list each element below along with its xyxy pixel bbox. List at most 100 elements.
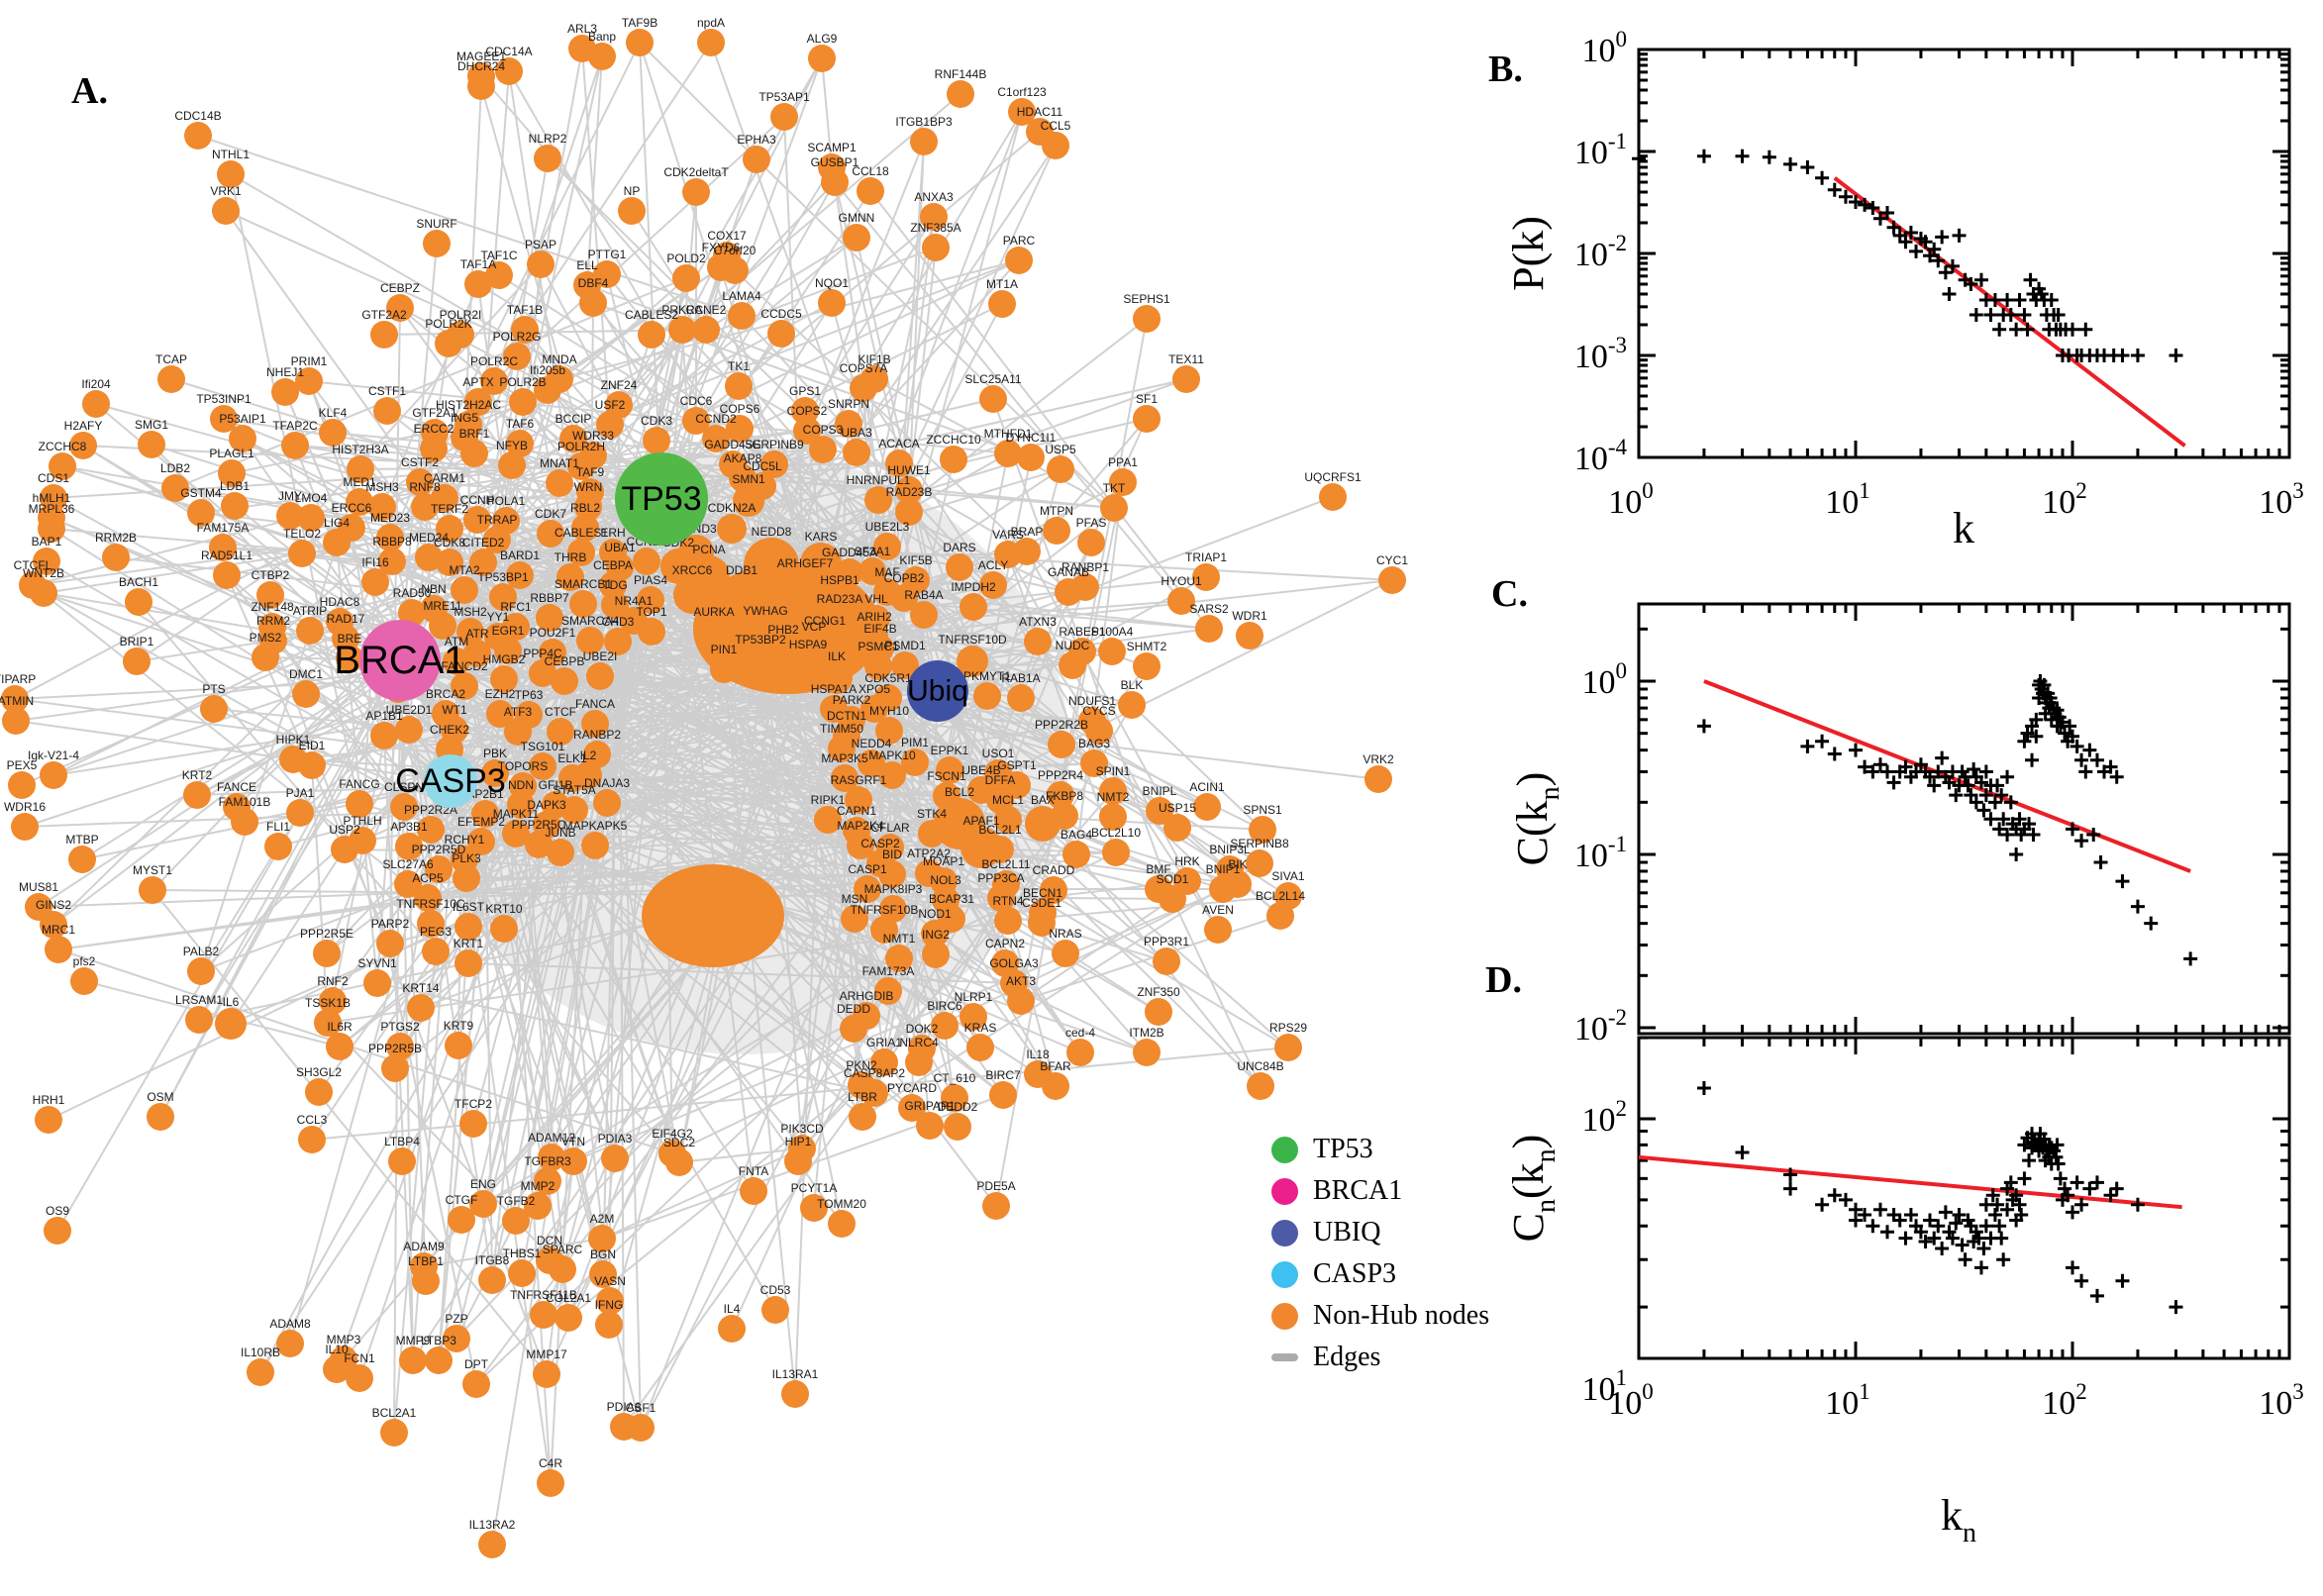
- node-label: TNFRSF10C: [396, 897, 465, 911]
- network-node: [215, 1008, 247, 1040]
- node-label: MAPKAPK5: [563, 819, 628, 833]
- node-label: UNC84B: [1237, 1059, 1283, 1073]
- node-label: IL6ST: [453, 900, 485, 914]
- node-label: BNIPL: [1143, 784, 1177, 798]
- node-label: CITED2: [462, 536, 505, 549]
- node-label: PSMD1: [884, 639, 926, 652]
- network-node: [551, 667, 578, 695]
- node-label: PLK3: [452, 851, 481, 865]
- network-node: [898, 1094, 926, 1122]
- network-node: [878, 761, 906, 789]
- node-label: GINS2: [36, 898, 71, 912]
- node-label: ITGB1BP3: [895, 115, 953, 129]
- network-node: [960, 593, 987, 621]
- network-node: [626, 29, 654, 56]
- node-label: HRH1: [33, 1093, 65, 1107]
- network-node: [394, 870, 422, 898]
- tick-labels: 100 10-1 10-2: [1574, 658, 1627, 1047]
- network-node: [305, 1078, 333, 1106]
- hub-label: Ubiq: [907, 675, 968, 708]
- node-label: ced-4: [1065, 1026, 1095, 1040]
- network-node: [726, 415, 754, 443]
- network-node: [1017, 444, 1045, 471]
- node-label: JUNB: [545, 826, 575, 840]
- node-label: DOK2: [906, 1022, 939, 1036]
- network-node: [460, 440, 488, 467]
- node-label: BCL2A1: [372, 1406, 417, 1420]
- node-label: NBN: [421, 582, 446, 596]
- node-label: GRIA1: [866, 1036, 902, 1049]
- node-label: RAD17: [327, 612, 365, 626]
- node-label: TAF9: [576, 465, 605, 479]
- node-label: TAF1A: [460, 257, 496, 271]
- network-node: [445, 1032, 472, 1059]
- node-label: RAD50: [393, 586, 432, 600]
- network-node: [363, 969, 391, 997]
- node-label: THRB: [555, 550, 587, 564]
- network-node: [793, 417, 821, 445]
- node-label: POLA1: [487, 494, 526, 508]
- legend-label: Non-Hub nodes: [1313, 1300, 1490, 1331]
- network-node: [979, 571, 1007, 599]
- axis-title: k: [1953, 504, 1974, 552]
- node-label: STK4: [917, 807, 947, 821]
- network-node: [946, 553, 973, 581]
- node-label: BNIP1: [1206, 862, 1241, 876]
- node-label: MAP3K5: [821, 751, 868, 765]
- network-node: [633, 548, 660, 575]
- network-node: [637, 586, 664, 614]
- network-node: [1040, 876, 1067, 904]
- legend-item-ubiq: UBIQ: [1271, 1212, 1489, 1253]
- network-node: [1163, 814, 1191, 842]
- network-node: [436, 515, 463, 543]
- node-label: FAM175A: [197, 521, 250, 535]
- network-node: [478, 1266, 506, 1294]
- node-label: PSMC1: [858, 640, 899, 653]
- node-label: CSTF2: [401, 455, 439, 469]
- node-label: RIPK1: [811, 793, 846, 807]
- node-label: HIPK1: [276, 733, 311, 747]
- network-node: [33, 548, 60, 575]
- tick-label: 103: [2259, 478, 2304, 521]
- network-node: [485, 261, 513, 289]
- node-label: ZNF385A: [910, 221, 960, 235]
- node-label: FAM173A: [862, 964, 915, 978]
- network-node: [702, 425, 730, 452]
- network-node: [890, 584, 918, 612]
- node-label: USP5: [1045, 443, 1076, 456]
- node-label: IL10RB: [241, 1346, 280, 1359]
- legend-item-edges: Edges: [1271, 1337, 1489, 1378]
- node-label: AP1B1: [365, 709, 403, 723]
- network-node: [478, 1531, 506, 1558]
- network-node: [1118, 691, 1146, 719]
- node-label: CAPN1: [837, 804, 876, 818]
- network-node: [560, 796, 588, 824]
- node-label: RFC1: [500, 600, 532, 614]
- node-label: TOP1: [636, 605, 666, 619]
- network-node: [506, 430, 534, 457]
- node-label: CT_610: [934, 1071, 976, 1085]
- network-node: [370, 722, 398, 749]
- node-label: EZH2: [485, 687, 516, 701]
- node-label: VARS: [992, 528, 1024, 542]
- node-label: NLRP1: [955, 990, 993, 1004]
- node-label: PTS: [202, 682, 225, 696]
- network-node: [957, 646, 988, 677]
- node-label: NMT2: [1097, 790, 1130, 804]
- network-node: [987, 884, 1015, 912]
- network-node: [40, 761, 67, 789]
- node-label: ITM2B: [1129, 1026, 1163, 1040]
- node-label: RAD23B: [886, 485, 933, 499]
- edge-icon: [1271, 1353, 1298, 1361]
- node-label: FKBP8: [1046, 789, 1083, 803]
- network-node: [471, 800, 499, 828]
- node-label: CASP2: [860, 837, 900, 850]
- network-node: [494, 637, 522, 664]
- node-label: RNF2: [317, 974, 349, 988]
- network-node: [697, 29, 725, 56]
- node-label: POLR2B: [499, 375, 546, 389]
- node-label: TFCP2: [454, 1097, 492, 1111]
- node-label: RRM2: [256, 614, 290, 628]
- network-node: [538, 1144, 565, 1171]
- node-label: COL2A1: [546, 1291, 591, 1305]
